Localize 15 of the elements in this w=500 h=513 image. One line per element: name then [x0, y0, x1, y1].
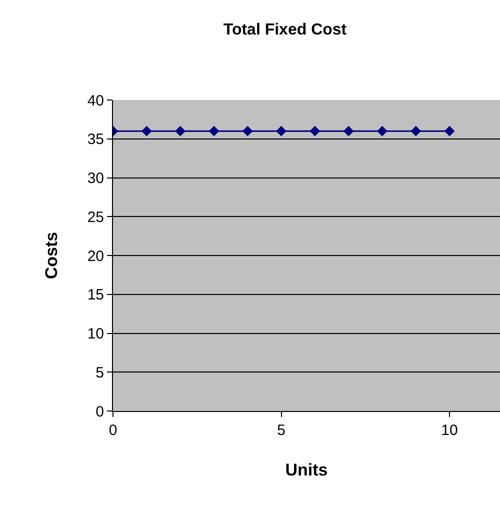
y-tick-label: 15 — [87, 286, 104, 304]
y-tick-label: 25 — [87, 208, 104, 226]
y-tick-label: 40 — [87, 92, 104, 110]
y-tick-label: 35 — [87, 131, 104, 148]
x-tick-label: 0 — [108, 422, 118, 439]
y-tick-label: 0 — [96, 403, 104, 420]
y-axis-title: Costs — [42, 232, 61, 280]
x-tick-label: 10 — [441, 422, 458, 439]
x-tick-label: 5 — [277, 422, 286, 439]
y-tick-label: 20 — [87, 248, 104, 265]
y-tick-label: 10 — [87, 326, 104, 342]
chart-title: Total Fixed Cost — [223, 21, 348, 38]
y-tick-label: 5 — [96, 364, 104, 382]
x-axis-title: Units — [285, 460, 328, 480]
y-tick-label: 30 — [87, 170, 104, 187]
